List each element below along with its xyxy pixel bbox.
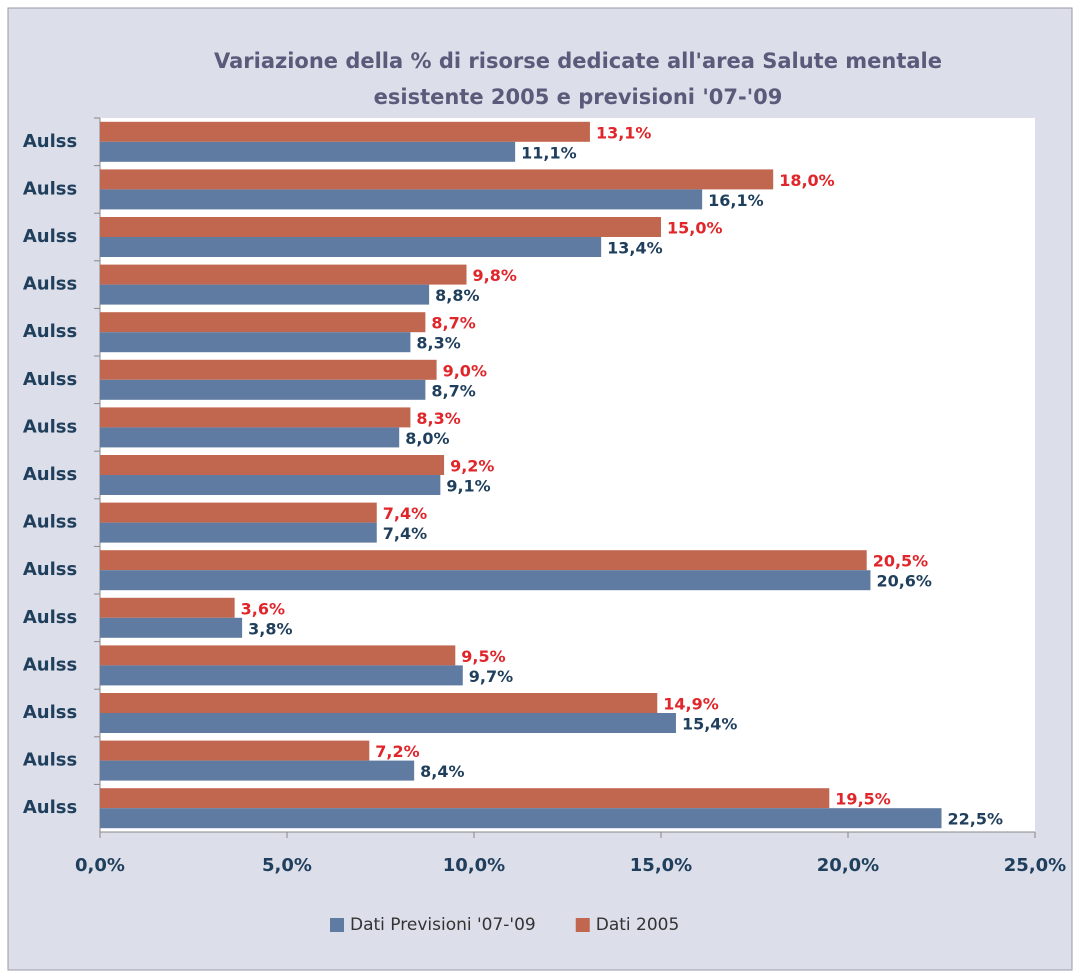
bar (100, 379, 426, 400)
data-label: 13,4% (607, 239, 663, 258)
bar (100, 189, 703, 210)
bar (100, 522, 377, 543)
x-tick-label: 15,0% (630, 855, 692, 876)
bar (100, 455, 445, 475)
data-label: 15,0% (667, 219, 723, 238)
bar (100, 570, 871, 591)
x-tick-label: 0,0% (75, 855, 125, 876)
bar (100, 121, 590, 142)
y-tick-label: Aulss (23, 750, 77, 771)
y-tick-label: Aulss (23, 321, 77, 342)
y-tick-label: Aulss (23, 512, 77, 533)
bar (100, 332, 411, 353)
data-label: 18,0% (779, 171, 835, 190)
bar (100, 713, 676, 733)
bar (100, 264, 467, 285)
y-tick-label: Aulss (23, 559, 77, 580)
bar (100, 645, 456, 666)
bar (100, 237, 602, 257)
bar (100, 407, 411, 428)
bar (100, 760, 415, 781)
bar (100, 808, 942, 829)
data-label: 9,1% (446, 477, 490, 496)
bar (100, 617, 243, 638)
bar (100, 169, 774, 190)
x-tick-label: 20,0% (817, 855, 879, 876)
bar (100, 427, 400, 448)
data-label: 9,5% (461, 647, 505, 666)
legend-label: Dati 2005 (596, 915, 680, 935)
bar (100, 597, 235, 618)
bar (100, 312, 426, 333)
data-label: 20,6% (876, 572, 932, 591)
data-label: 16,1% (708, 191, 764, 210)
bar (100, 740, 370, 761)
y-tick-label: Aulss (23, 131, 77, 152)
data-label: 15,4% (682, 715, 738, 734)
data-label: 8,3% (416, 409, 460, 428)
bar (100, 550, 867, 571)
y-tick-label: Aulss (23, 702, 77, 723)
data-label: 20,5% (873, 552, 929, 571)
data-label: 13,1% (596, 123, 652, 142)
data-label: 3,6% (241, 599, 285, 618)
y-tick-label: Aulss (23, 369, 77, 390)
data-label: 8,3% (416, 334, 460, 353)
data-label: 9,0% (443, 361, 487, 380)
y-tick-label: Aulss (23, 464, 77, 485)
y-tick-label: Aulss (23, 178, 77, 199)
data-label: 9,8% (473, 266, 517, 285)
data-label: 8,7% (431, 381, 475, 400)
data-label: 3,8% (248, 619, 292, 638)
x-tick-label: 5,0% (262, 855, 312, 876)
data-label: 9,7% (469, 667, 513, 686)
bar (100, 217, 661, 237)
bar (100, 502, 377, 523)
y-tick-label: Aulss (23, 797, 77, 818)
legend-swatch (330, 918, 344, 932)
legend-swatch (575, 918, 590, 932)
data-label: 8,0% (405, 429, 449, 448)
chart-title: Variazione della % di risorse dedicate a… (214, 49, 942, 109)
bar (100, 665, 463, 686)
x-tick-label: 25,0% (1004, 855, 1066, 876)
data-label: 22,5% (948, 810, 1004, 829)
data-label: 8,8% (435, 286, 479, 305)
legend-label: Dati Previsioni '07-'09 (350, 915, 536, 935)
y-tick-label: Aulss (23, 654, 77, 675)
bar (100, 693, 658, 713)
x-tick-label: 10,0% (443, 855, 505, 876)
y-tick-label: Aulss (23, 274, 77, 295)
data-label: 14,9% (663, 695, 719, 714)
data-label: 8,7% (431, 314, 475, 333)
bar (100, 141, 516, 162)
bar (100, 475, 441, 495)
data-label: 19,5% (835, 790, 891, 809)
y-tick-label: Aulss (23, 416, 77, 437)
data-label: 9,2% (450, 457, 494, 476)
data-label: 8,4% (420, 762, 464, 781)
bar (100, 284, 430, 305)
bar (100, 359, 437, 380)
data-label: 7,4% (383, 524, 427, 543)
y-tick-label: Aulss (23, 226, 77, 247)
y-tick-label: Aulss (23, 607, 77, 628)
bar (100, 788, 830, 809)
data-label: 7,2% (375, 742, 419, 761)
data-label: 11,1% (521, 143, 577, 162)
data-label: 7,4% (383, 504, 427, 523)
